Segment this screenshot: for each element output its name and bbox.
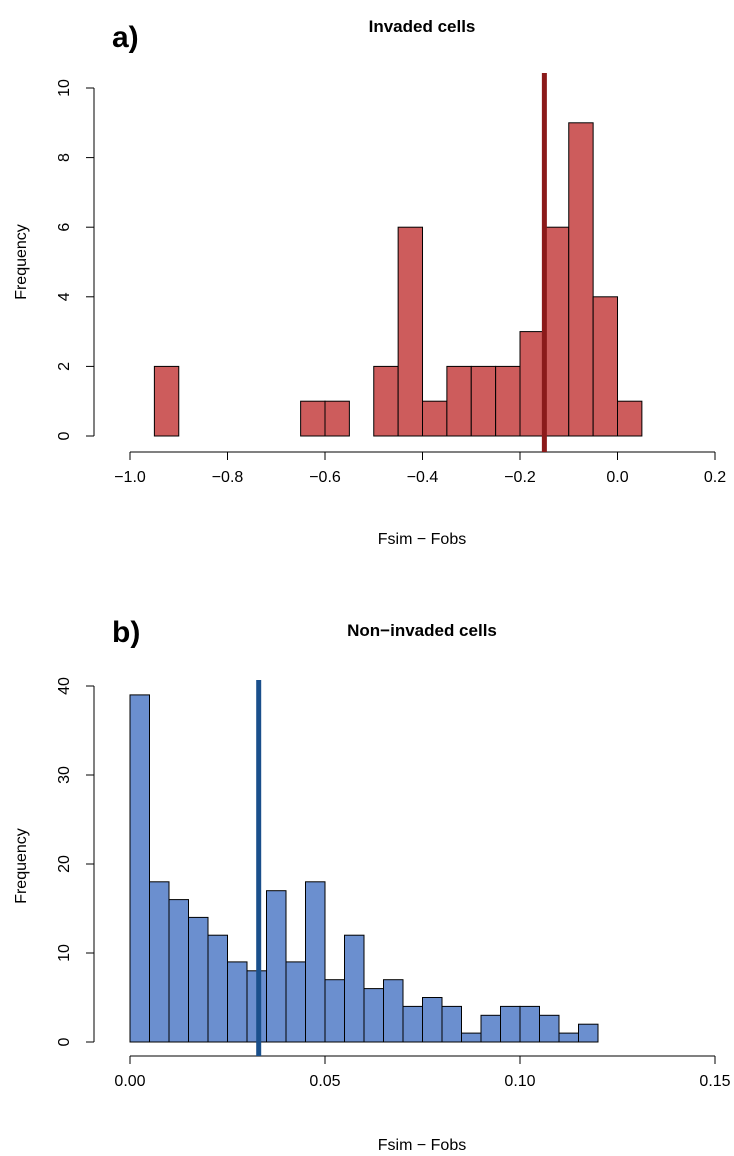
histogram-bar <box>285 961 306 1043</box>
y-tick-label: 4 <box>56 292 73 301</box>
histogram-bar <box>300 400 326 437</box>
histogram-bar <box>519 331 545 437</box>
x-tick-label: 0.0 <box>606 469 628 486</box>
histogram-bar <box>149 881 170 1043</box>
histogram-bar <box>539 1014 560 1043</box>
histogram-bar <box>373 365 399 437</box>
bars-invaded <box>153 122 643 437</box>
histogram-bar <box>470 365 497 437</box>
histogram-bar <box>495 365 521 437</box>
y-tick-label: 0 <box>56 1037 73 1046</box>
histogram-bar <box>441 1005 462 1043</box>
histogram-bar <box>168 899 189 1043</box>
histogram-bar <box>543 226 570 437</box>
histogram-bar <box>480 1014 501 1043</box>
x-tick-label: 0.00 <box>114 1073 145 1090</box>
histogram-bar <box>188 916 209 1043</box>
histogram-bar <box>568 122 594 437</box>
histogram-bar <box>446 365 472 437</box>
histogram-bar <box>558 1032 579 1043</box>
histogram-bar <box>397 226 424 437</box>
histogram-bar <box>578 1023 599 1043</box>
x-tick-label: −0.6 <box>309 469 341 486</box>
x-tick-label: 0.10 <box>504 1073 535 1090</box>
x-tick-label: −0.4 <box>407 469 439 486</box>
non-invaded-cells-histogram: b) Non−invaded cells Frequency Fsim − Fo… <box>13 616 731 1154</box>
y-tick-label: 20 <box>56 855 73 873</box>
histogram-bar <box>227 961 248 1043</box>
y-axis-non-invaded: 0 10 20 30 40 <box>56 677 95 1046</box>
histogram-bar <box>422 400 448 437</box>
histogram-bar <box>422 997 443 1043</box>
x-axis-label-non-invaded: Fsim − Fobs <box>378 1137 466 1154</box>
histogram-bar <box>324 400 350 437</box>
y-tick-label: 0 <box>56 431 73 440</box>
histogram-bar <box>402 1005 423 1043</box>
x-tick-label: −0.8 <box>212 469 244 486</box>
y-tick-label: 2 <box>56 362 73 371</box>
histogram-bar <box>266 890 287 1043</box>
y-tick-label: 10 <box>56 944 73 962</box>
panel-label-a: a) <box>112 21 139 54</box>
histogram-bar <box>461 1032 482 1043</box>
y-axis-label-non-invaded: Frequency <box>13 828 30 904</box>
x-tick-label: 0.15 <box>699 1073 730 1090</box>
histogram-bar <box>305 881 326 1043</box>
x-tick-label: 0.2 <box>704 469 726 486</box>
invaded-cells-histogram: a) Invaded cells Frequency Fsim − Fobs 0… <box>13 17 726 548</box>
x-axis-label-invaded: Fsim − Fobs <box>378 531 466 548</box>
bars-non-invaded <box>129 694 599 1043</box>
x-tick-label: −0.2 <box>504 469 536 486</box>
histogram-bar <box>153 365 180 437</box>
y-axis-invaded: 0 2 4 6 8 10 <box>56 79 95 440</box>
x-tick-label: −1.0 <box>114 469 146 486</box>
x-axis-non-invaded: 0.00 0.05 0.10 0.15 <box>114 1055 731 1090</box>
y-axis-label-invaded: Frequency <box>13 224 30 300</box>
chart-title-invaded: Invaded cells <box>369 17 476 36</box>
histogram-bar <box>344 934 365 1043</box>
histogram-bar <box>207 934 228 1043</box>
histogram-bar <box>129 694 150 1043</box>
histogram-bar <box>324 979 345 1043</box>
histogram-bar <box>592 296 619 437</box>
panel-label-b: b) <box>112 616 140 649</box>
y-tick-label: 40 <box>56 677 73 695</box>
x-axis-invaded: −1.0 −0.8 −0.6 −0.4 −0.2 0.0 0.2 <box>114 451 726 486</box>
y-tick-label: 8 <box>56 153 73 162</box>
histogram-bar <box>519 1005 540 1043</box>
y-tick-label: 6 <box>56 223 73 232</box>
chart-title-non-invaded: Non−invaded cells <box>347 621 497 640</box>
histogram-bar <box>617 400 643 437</box>
histogram-bar <box>500 1005 521 1043</box>
y-tick-label: 30 <box>56 766 73 784</box>
histogram-bar <box>363 988 384 1043</box>
histogram-bar <box>383 979 404 1043</box>
x-tick-label: 0.05 <box>309 1073 340 1090</box>
y-tick-label: 10 <box>56 79 73 97</box>
